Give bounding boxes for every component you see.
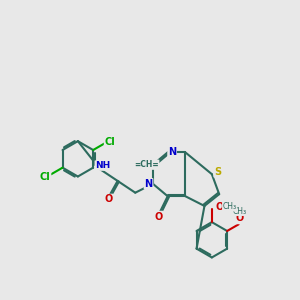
Text: CH₃: CH₃ [233,207,247,216]
Text: O: O [216,202,224,212]
Text: =CH=: =CH= [134,160,159,169]
Text: CH₃: CH₃ [222,202,237,211]
Text: O: O [236,214,244,224]
Text: O: O [155,212,163,221]
Text: N: N [168,147,176,158]
Text: NH: NH [95,161,110,170]
Text: Cl: Cl [105,137,115,147]
Text: N: N [145,179,153,189]
Text: S: S [214,167,221,177]
Text: O: O [105,194,113,205]
Text: Cl: Cl [40,172,51,182]
